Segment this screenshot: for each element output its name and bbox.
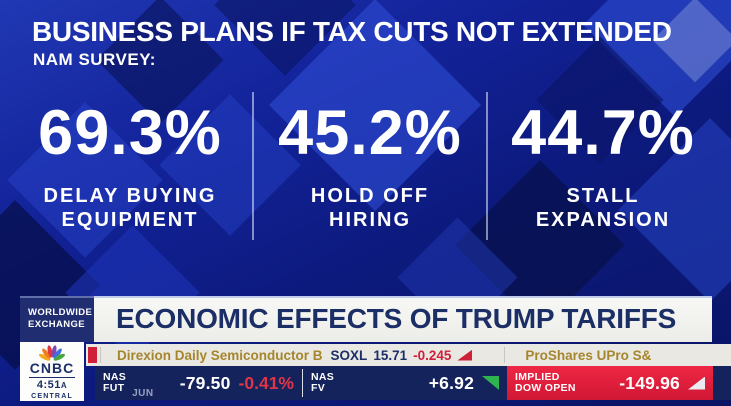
nas-fv-value: +6.92 (428, 372, 474, 393)
stat-value: 45.2% (278, 98, 462, 168)
divider (29, 377, 75, 378)
stat-divider (486, 92, 488, 240)
stat-hold-off-hiring: 45.2% HOLD OFF HIRING (253, 100, 487, 233)
stock-ticker: Direxion Daily Semiconductor B SOXL 15.7… (86, 344, 731, 366)
survey-source-label: NAM SURVEY: (33, 50, 156, 69)
stat-value: 69.3% (38, 98, 222, 168)
stat-value: 44.7% (511, 98, 695, 168)
market-data-strip: NAS FUT JUN -79.50 -0.41% NAS FV +6.92 I… (95, 366, 731, 400)
down-arrow-icon (457, 349, 473, 361)
lower-third-banner: ECONOMIC EFFECTS OF TRUMP TARIFFS (94, 296, 712, 342)
ticker-divider (100, 347, 101, 363)
ticker-divider (504, 347, 506, 363)
banner-headline: ECONOMIC EFFECTS OF TRUMP TARIFFS (116, 303, 677, 334)
nas-fut-label: NAS FUT (103, 371, 127, 394)
implied-dow-open-section: IMPLIED DOW OPEN -149.96 (507, 366, 713, 400)
timezone-label: CENTRAL (31, 393, 73, 400)
clock: 4:51A (36, 379, 68, 391)
up-arrow-icon (482, 376, 499, 390)
cnbc-peacock-icon (38, 345, 66, 361)
network-name: CNBC (29, 360, 75, 377)
stat-divider (252, 92, 254, 240)
ticker-symbol: SOXL (330, 347, 368, 363)
stat-label: DELAY BUYING EQUIPMENT (43, 185, 217, 232)
stat-delay-buying: 69.3% DELAY BUYING EQUIPMENT (8, 100, 252, 233)
implied-dow-value: -149.96 (619, 372, 680, 393)
previous-ticker-fragment (88, 347, 97, 363)
stat-stall-expansion: 44.7% STALL EXPANSION (487, 100, 719, 233)
nas-fut-change-pct: -0.41% (238, 372, 294, 393)
down-arrow-icon (688, 376, 705, 390)
nas-fv-label: NAS FV (311, 371, 335, 394)
ticker-fund-name: ProShares UPro S& (525, 347, 652, 363)
stat-label: HOLD OFF HIRING (310, 185, 430, 232)
nas-fut-section: NAS FUT JUN -79.50 -0.41% (95, 366, 302, 400)
show-badge-worldwide-exchange: WORLDWIDE EXCHANGE (20, 296, 94, 342)
ticker-change: -0.245 (413, 347, 452, 363)
implied-dow-label: IMPLIED DOW OPEN (515, 371, 576, 394)
page-title: BUSINESS PLANS IF TAX CUTS NOT EXTENDED (32, 16, 672, 47)
section-divider (302, 369, 303, 397)
contract-month: JUN (132, 388, 154, 399)
ticker-price: 15.71 (373, 347, 408, 363)
nas-fut-value: -79.50 (179, 372, 231, 393)
ticker-fund-name: Direxion Daily Semiconductor B (117, 347, 323, 363)
nas-fv-section: NAS FV +6.92 (303, 366, 507, 400)
network-bug: CNBC 4:51A CENTRAL (20, 342, 84, 401)
stat-label: STALL EXPANSION (535, 185, 671, 232)
